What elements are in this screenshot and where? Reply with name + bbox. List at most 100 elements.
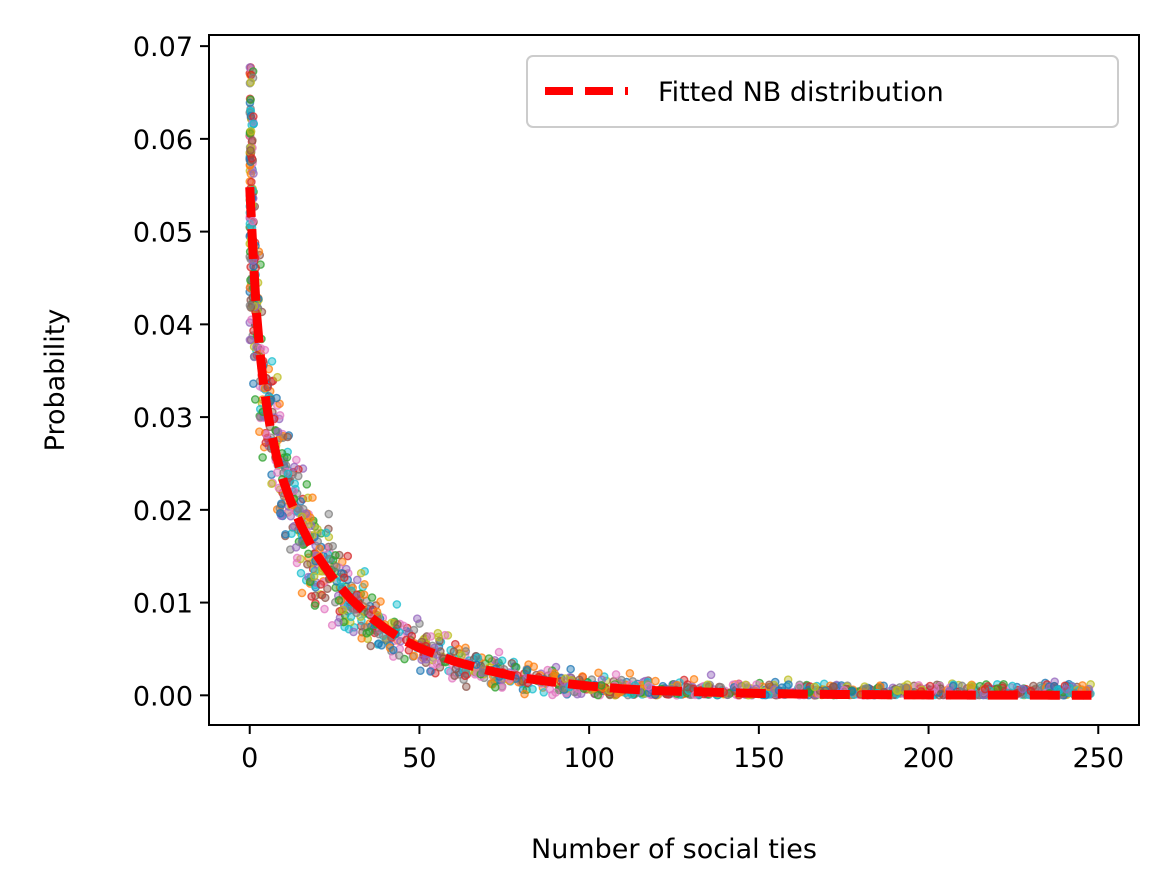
scatter-point bbox=[449, 647, 459, 656]
scatter-point bbox=[296, 568, 306, 578]
scatter-point bbox=[302, 480, 312, 489]
scatter-point bbox=[368, 605, 378, 614]
scatter-point bbox=[328, 541, 338, 551]
scatter-point bbox=[597, 680, 606, 690]
x-tick-label: 100 bbox=[563, 743, 615, 774]
scatter-point bbox=[957, 681, 967, 691]
scatter-point bbox=[392, 600, 402, 609]
axes-frame bbox=[208, 34, 1140, 726]
scatter-point bbox=[980, 684, 990, 694]
scatter-point bbox=[529, 662, 539, 671]
scatter-point bbox=[246, 126, 256, 136]
scatter-point bbox=[925, 681, 935, 691]
scatter-point bbox=[497, 656, 507, 665]
scatter-point bbox=[460, 671, 470, 681]
scatter-point bbox=[292, 455, 301, 465]
scatter-point bbox=[625, 668, 635, 678]
y-tick-label: 0.00 bbox=[133, 681, 193, 712]
scatter-point bbox=[426, 667, 435, 676]
scatter-point bbox=[566, 664, 575, 674]
scatter-point bbox=[436, 647, 445, 656]
scatter-point bbox=[313, 524, 322, 534]
x-axis-label: Number of social ties bbox=[531, 834, 817, 865]
legend-label-fitted-nb: Fitted NB distribution bbox=[658, 77, 944, 108]
scatter-point bbox=[359, 590, 369, 600]
scatter-point bbox=[324, 509, 334, 519]
scatter-point bbox=[360, 579, 369, 589]
scatter-point bbox=[412, 614, 422, 623]
scatter-point bbox=[248, 73, 258, 83]
scatter-point bbox=[308, 493, 317, 502]
scatter-point bbox=[594, 668, 603, 678]
scatter-point bbox=[432, 659, 442, 669]
scatter-point bbox=[362, 629, 371, 638]
y-tick-label: 0.02 bbox=[133, 496, 193, 527]
scatter-point bbox=[461, 682, 471, 691]
scatter-point bbox=[297, 588, 307, 598]
scatter-point bbox=[325, 554, 334, 564]
y-tick-label: 0.01 bbox=[133, 589, 193, 620]
scatter-point bbox=[292, 553, 302, 563]
scatter-point bbox=[490, 683, 500, 692]
scatter-point bbox=[337, 568, 346, 578]
scatter-point bbox=[249, 112, 258, 121]
scatter-point bbox=[315, 544, 324, 554]
scatter-point bbox=[248, 216, 258, 226]
scatter-point bbox=[689, 674, 699, 684]
scatter-point bbox=[381, 634, 391, 644]
scatter-point bbox=[810, 682, 820, 692]
scatter-point bbox=[307, 592, 316, 601]
scatter-point bbox=[545, 684, 555, 694]
scatter-point bbox=[273, 427, 283, 437]
scatter-point bbox=[289, 462, 299, 472]
scatter-point bbox=[389, 645, 398, 655]
x-tick-label: 0 bbox=[241, 743, 258, 774]
scatter-point bbox=[246, 78, 256, 87]
legend-box bbox=[526, 55, 1119, 128]
scatter-point bbox=[1061, 684, 1071, 694]
scatter-point bbox=[281, 530, 290, 539]
scatter-point bbox=[321, 544, 330, 553]
y-tick-label: 0.07 bbox=[133, 32, 193, 63]
scatter-point bbox=[261, 438, 271, 447]
scatter-point bbox=[272, 393, 281, 403]
scatter-point bbox=[966, 681, 976, 691]
scatter-point bbox=[764, 680, 774, 690]
scatter-point bbox=[247, 177, 256, 187]
scatter-point bbox=[794, 682, 804, 691]
scatter-point bbox=[304, 549, 313, 559]
scatter-point bbox=[267, 357, 277, 366]
scatter-point bbox=[683, 682, 692, 692]
scatter-point bbox=[374, 629, 384, 639]
scatter-point bbox=[372, 607, 382, 617]
scatter-point bbox=[901, 683, 911, 693]
scatter-point bbox=[366, 641, 375, 651]
scatter-point bbox=[417, 655, 426, 665]
scatter-point bbox=[248, 136, 257, 145]
x-tick-label: 50 bbox=[402, 743, 436, 774]
scatter-point bbox=[611, 670, 621, 679]
scatter-point bbox=[617, 675, 626, 685]
scatter-point bbox=[352, 575, 362, 585]
scatter-point bbox=[246, 95, 255, 105]
scatter-point bbox=[273, 372, 282, 382]
scatter-point bbox=[426, 632, 436, 641]
scatter-point bbox=[267, 479, 276, 488]
scatter-point bbox=[255, 427, 264, 436]
scatter-point bbox=[356, 568, 366, 578]
scatter-point bbox=[522, 665, 532, 675]
scatter-point bbox=[828, 682, 838, 691]
scatter-point bbox=[357, 633, 366, 643]
scatter-point bbox=[644, 681, 653, 691]
scatter-point bbox=[543, 665, 552, 675]
scatter-point bbox=[367, 593, 377, 602]
scatter-point bbox=[283, 469, 293, 479]
scatter-point bbox=[376, 597, 385, 606]
scatter-point bbox=[277, 499, 286, 509]
scatter-point bbox=[316, 580, 326, 589]
scatter-point bbox=[339, 573, 349, 583]
x-tick-label: 200 bbox=[903, 743, 955, 774]
scatter-point bbox=[249, 379, 258, 388]
